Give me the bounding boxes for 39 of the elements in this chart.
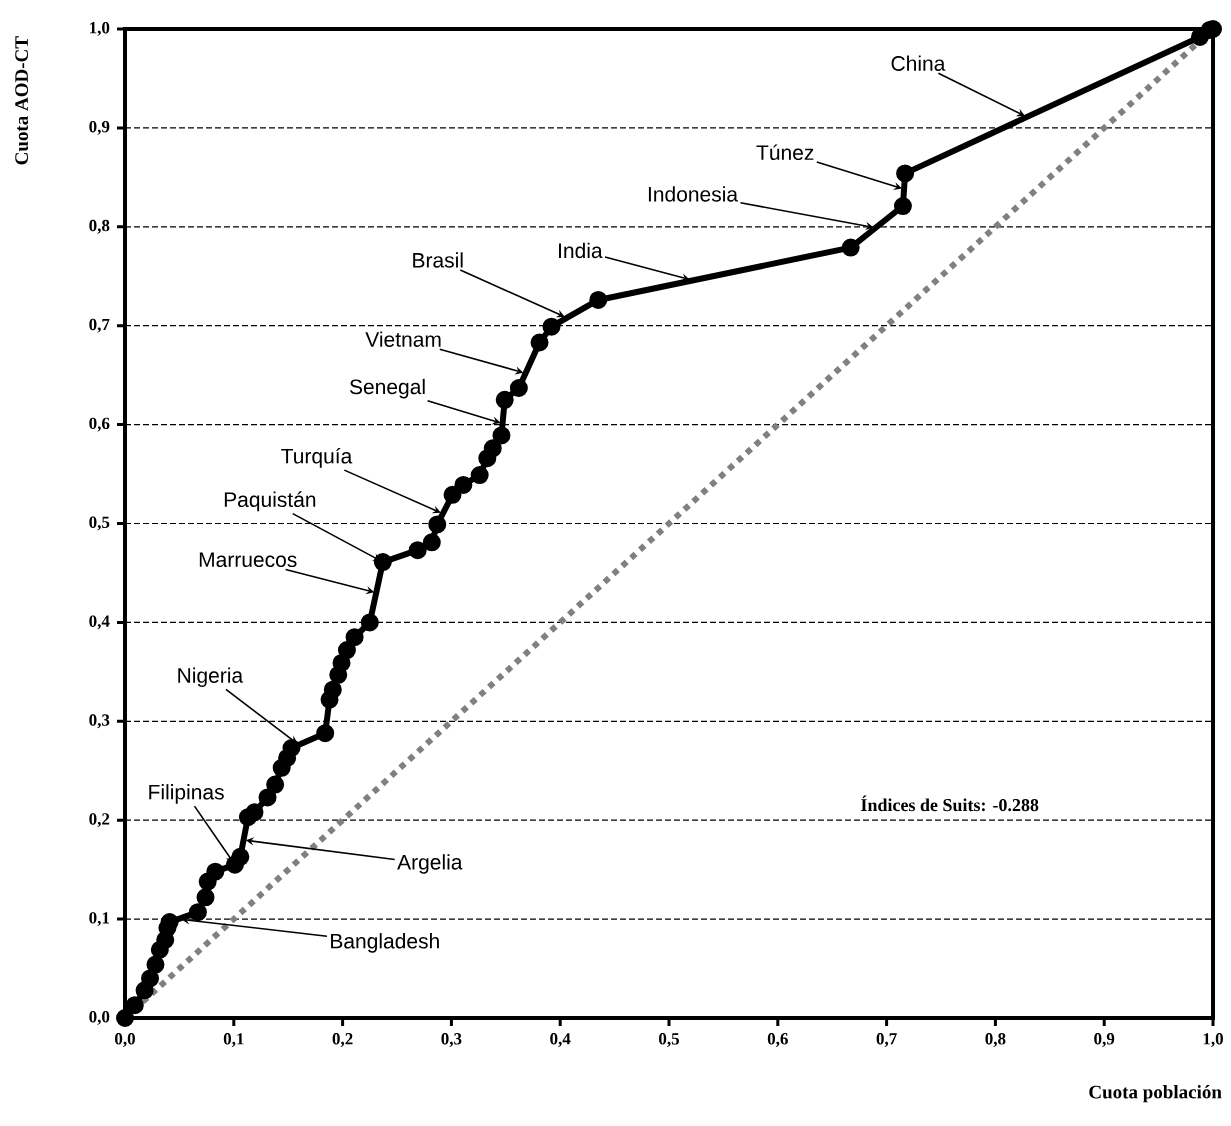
- x-tick-label: 0,8: [985, 1033, 1006, 1048]
- annotation: Vietnam: [365, 331, 441, 347]
- x-tick-label: 0,6: [767, 1033, 788, 1048]
- x-tick-label: 0,3: [441, 1033, 462, 1048]
- x-tick-label: 0,5: [659, 1033, 679, 1048]
- y-tick-label: 0,4: [89, 615, 110, 630]
- annotation: Turquía: [281, 447, 353, 468]
- annotation: Bangladesh: [331, 933, 439, 953]
- annotation: Índices de Suits: -0.288: [861, 795, 1039, 812]
- y-tick-label: 0,7: [89, 318, 110, 333]
- x-tick-label: 0,4: [550, 1033, 571, 1048]
- x-tick-label: 1,0: [1203, 1033, 1223, 1048]
- annotation: Brasil: [413, 252, 463, 268]
- x-tick-label: 0,1: [223, 1033, 244, 1048]
- y-tick-label: 0,8: [89, 219, 110, 234]
- annotation: Marruecos: [199, 552, 297, 568]
- y-tick-label: 0,9: [89, 120, 110, 135]
- x-tick-label: 0,9: [1094, 1033, 1115, 1048]
- y-tick-label: 1,0: [90, 22, 110, 36]
- y-tick-label: 0,5: [89, 516, 110, 531]
- annotation: Senegal: [349, 378, 425, 399]
- y-tick-label: 0,1: [89, 912, 110, 927]
- y-axis-title: Cuota AOD-CT: [15, 36, 29, 165]
- annotation: Túnez: [756, 144, 814, 161]
- annotation: Indonesia: [648, 186, 739, 202]
- annotation: Argelia: [397, 854, 463, 874]
- annotation: India: [559, 242, 603, 259]
- annotation: Filipinas: [149, 784, 224, 804]
- annotation: Nigeria: [178, 667, 244, 688]
- x-axis-title: Cuota población: [1089, 1085, 1222, 1103]
- x-tick-label: 0,0: [115, 1033, 135, 1048]
- annotation: China: [891, 55, 946, 71]
- x-tick-label: 0,2: [332, 1033, 353, 1048]
- y-tick-label: 0,6: [89, 417, 110, 432]
- y-tick-label: 0,3: [89, 714, 110, 729]
- annotation: Paquistán: [224, 491, 316, 512]
- x-tick-label: 0,7: [876, 1033, 897, 1048]
- y-tick-label: 0,2: [89, 813, 110, 828]
- y-tick-label: 0,0: [89, 1011, 110, 1025]
